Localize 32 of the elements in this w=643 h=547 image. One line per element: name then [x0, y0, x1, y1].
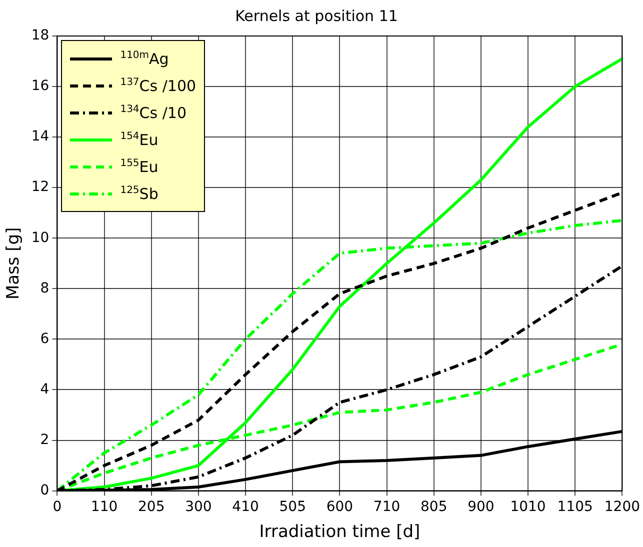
legend-label: $^{125}$Sb — [120, 184, 158, 202]
x-tick-label: 710 — [373, 498, 400, 515]
y-tick-label: 10 — [31, 230, 50, 246]
x-tick-label: 0 — [52, 498, 62, 515]
y-tick-label: 2 — [40, 432, 50, 448]
x-tick-label: 300 — [185, 498, 212, 515]
y-tick-label: 18 — [31, 28, 50, 44]
legend-label: $^{155}$Eu — [120, 158, 158, 176]
y-tick-label: 14 — [31, 128, 50, 145]
x-tick-label: 1010 — [510, 498, 546, 515]
legend-label: $^{137}$Cs /100 — [120, 76, 196, 94]
x-tick-label: 900 — [468, 498, 494, 515]
x-tick-label: 1105 — [557, 498, 593, 515]
y-axis-title: Mass [g] — [4, 227, 24, 300]
y-tick-label: 4 — [40, 381, 50, 398]
x-tick-label: 205 — [138, 498, 165, 515]
x-axis-title: Irradiation time [d] — [259, 522, 420, 542]
chart-title: Kernels at position 11 — [235, 6, 398, 25]
y-tick-label: 12 — [31, 179, 50, 196]
y-tick-label: 8 — [40, 280, 50, 296]
x-tick-label: 600 — [326, 498, 354, 515]
x-tick-label: 410 — [232, 498, 259, 515]
x-tick-label: 1200 — [604, 498, 640, 515]
x-tick-label: 805 — [420, 498, 448, 515]
y-tick-label: 0 — [40, 482, 50, 498]
legend-label: $^{110m}$Ag — [120, 50, 169, 68]
legend-label: $^{154}$Eu — [120, 130, 158, 148]
x-tick-label: 110 — [90, 498, 118, 515]
x-tick-label: 505 — [279, 498, 306, 515]
y-tick-label: 6 — [40, 330, 50, 347]
y-tick-label: 16 — [31, 78, 50, 94]
legend-label: $^{134}$Cs /10 — [120, 104, 186, 122]
